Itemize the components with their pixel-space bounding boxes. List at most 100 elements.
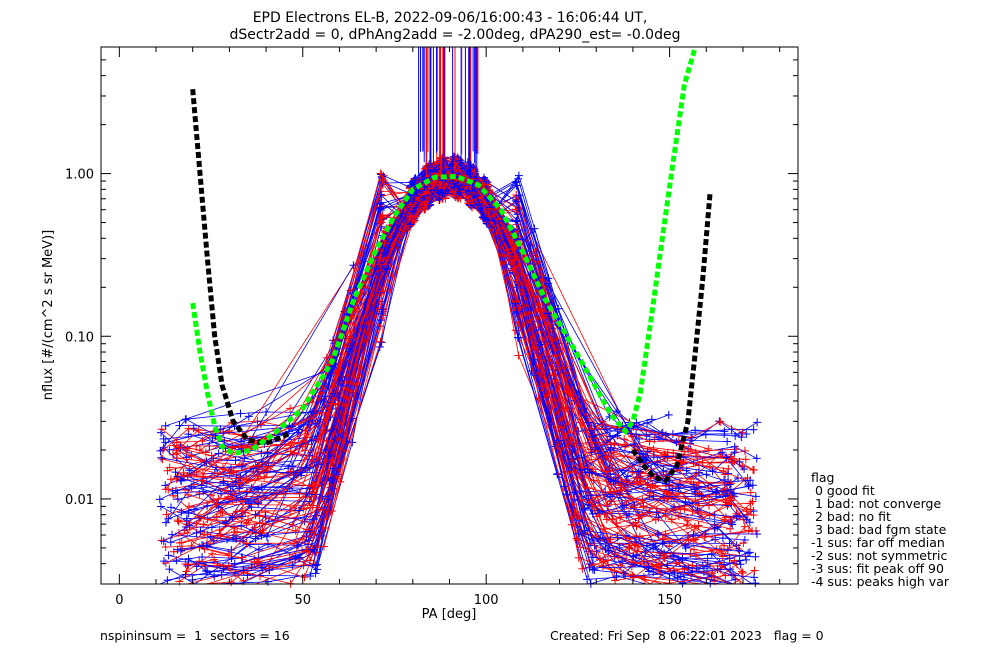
data-marker	[537, 356, 546, 365]
data-marker	[663, 561, 672, 570]
data-marker	[512, 276, 521, 285]
data-marker	[621, 477, 630, 486]
data-marker	[720, 429, 729, 438]
data-marker	[681, 543, 690, 552]
y-tick-label: 1.00	[65, 168, 94, 183]
data-marker	[237, 553, 246, 562]
data-marker	[175, 421, 184, 430]
data-marker	[720, 475, 729, 484]
data-marker	[675, 478, 684, 487]
data-marker	[317, 408, 326, 417]
data-marker	[681, 541, 690, 550]
data-trace	[196, 168, 740, 568]
data-marker	[379, 311, 388, 320]
data-traces	[155, 47, 762, 588]
data-marker	[156, 502, 165, 511]
data-marker	[513, 210, 522, 219]
data-marker	[247, 563, 256, 572]
data-marker	[512, 217, 521, 226]
data-marker	[588, 553, 597, 562]
data-marker	[228, 443, 237, 452]
data-marker	[301, 446, 310, 455]
data-marker	[213, 469, 222, 478]
data-marker	[720, 515, 729, 524]
data-marker	[731, 431, 740, 440]
data-marker	[620, 435, 629, 444]
data-marker	[192, 528, 201, 537]
data-marker	[203, 501, 212, 510]
data-marker	[681, 497, 690, 506]
data-marker	[718, 534, 727, 543]
data-marker	[187, 451, 196, 460]
data-marker	[173, 472, 182, 481]
data-marker	[672, 438, 681, 447]
data-marker	[513, 333, 522, 342]
data-trace	[167, 159, 715, 581]
data-marker	[212, 512, 221, 521]
black-fit-right	[630, 193, 713, 484]
data-marker	[746, 476, 755, 485]
data-marker	[195, 543, 204, 552]
data-marker	[746, 488, 755, 497]
data-marker	[377, 287, 386, 296]
data-marker	[743, 510, 752, 519]
data-marker	[511, 299, 520, 308]
data-marker	[322, 436, 331, 445]
data-marker	[578, 564, 587, 573]
data-marker	[604, 556, 613, 565]
data-marker	[691, 497, 700, 506]
data-marker	[195, 446, 204, 455]
data-marker	[680, 447, 689, 456]
data-marker	[329, 425, 338, 434]
data-marker	[230, 559, 239, 568]
data-marker	[231, 456, 240, 465]
data-marker	[244, 412, 253, 421]
data-marker	[165, 565, 174, 574]
data-marker	[691, 535, 700, 544]
data-marker	[728, 520, 737, 529]
data-marker	[710, 524, 719, 533]
data-marker	[227, 545, 236, 554]
data-marker	[302, 433, 311, 442]
data-marker	[612, 571, 621, 580]
data-marker	[661, 530, 670, 539]
data-marker	[468, 197, 477, 206]
data-marker	[262, 407, 271, 416]
data-marker	[286, 467, 295, 476]
data-marker	[174, 517, 183, 526]
data-marker	[157, 536, 166, 545]
data-marker	[198, 476, 207, 485]
data-trace	[196, 166, 688, 522]
data-marker	[175, 539, 184, 548]
data-marker	[166, 538, 175, 547]
data-marker	[602, 515, 611, 524]
x-tick-label: 100	[474, 593, 499, 608]
data-marker	[593, 512, 602, 521]
data-marker	[161, 485, 170, 494]
data-marker	[308, 480, 317, 489]
data-marker	[326, 399, 335, 408]
data-marker	[482, 216, 491, 225]
data-marker	[537, 382, 546, 391]
y-axis-label: nflux [#/(cm^2 s sr MeV)]	[41, 230, 56, 400]
data-marker	[727, 496, 736, 505]
data-marker	[718, 552, 727, 561]
data-marker	[604, 546, 613, 555]
data-marker	[161, 481, 170, 490]
data-marker	[348, 438, 357, 447]
data-marker	[690, 522, 699, 531]
data-marker	[164, 514, 173, 523]
data-marker	[155, 495, 164, 504]
data-marker	[673, 573, 682, 582]
data-marker	[622, 440, 631, 449]
data-marker	[301, 463, 310, 472]
data-marker	[449, 191, 458, 200]
data-marker	[161, 543, 170, 552]
data-marker	[190, 505, 199, 514]
data-marker	[675, 466, 684, 475]
data-marker	[738, 568, 747, 577]
data-marker	[485, 203, 494, 212]
data-marker	[300, 573, 309, 582]
legend-entry: -3 sus: fit peak off 90	[811, 561, 944, 576]
data-marker	[509, 244, 518, 253]
